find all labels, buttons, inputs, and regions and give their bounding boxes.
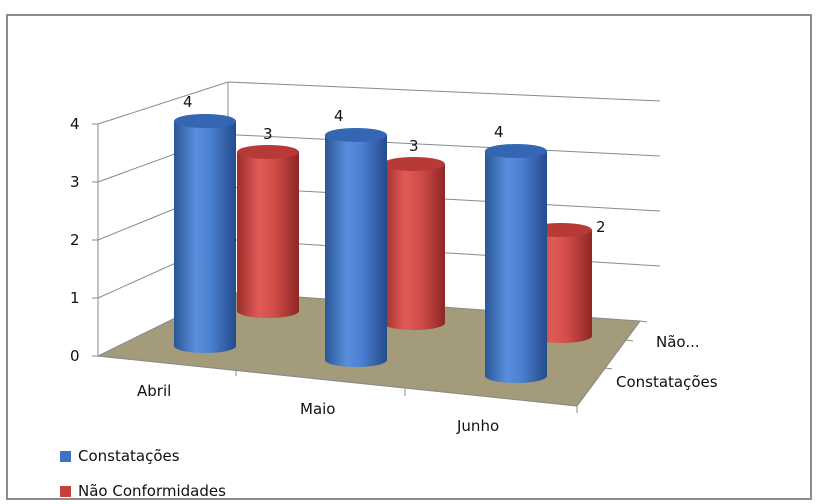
y-tick-label: 0	[70, 347, 80, 365]
cylinder-top	[237, 145, 299, 159]
gridline	[227, 81, 661, 102]
data-label: 4	[494, 123, 504, 141]
legend-label: Constatações	[78, 447, 180, 465]
data-label: 4	[334, 107, 344, 125]
depth-axis: Constatações Não...	[576, 320, 718, 407]
cylinder-top	[174, 114, 236, 128]
depth-axis-label: Não...	[656, 333, 700, 351]
data-labels: 3 3 2 4 4 4	[183, 93, 606, 236]
y-tick-label: 1	[70, 289, 80, 307]
legend-swatch-blue	[60, 450, 71, 462]
legend-swatch-red	[60, 485, 71, 497]
cylinder-top	[383, 157, 445, 171]
depth-axis-label: Constatações	[616, 373, 718, 391]
cylinder-body	[174, 121, 236, 353]
cylinder-top	[485, 144, 547, 158]
x-tick-label: Abril	[137, 382, 171, 400]
side-gridline	[97, 81, 229, 125]
cylinder-bar-blue	[325, 128, 387, 367]
depth-tick	[625, 339, 634, 342]
cylinder-body	[485, 151, 547, 383]
depth-tick	[604, 367, 613, 370]
y-tick-label: 3	[70, 173, 80, 191]
x-axis: Abril Maio Junho	[97, 355, 578, 435]
cylinder-body	[383, 164, 445, 330]
data-label: 4	[183, 93, 193, 111]
x-axis-line	[97, 355, 578, 407]
cylinder-bars	[174, 114, 592, 383]
depth-axis-line	[576, 320, 641, 407]
x-tick-label: Junho	[456, 417, 499, 435]
legend-item-nao-conformidades: Não Conformidades	[60, 482, 226, 500]
cylinder-bar-red	[237, 145, 299, 318]
y-tick-label: 4	[70, 115, 80, 133]
cylinder-top	[325, 128, 387, 142]
gridline	[227, 134, 661, 157]
cylinder-body	[325, 135, 387, 367]
legend-item-constatacoes: Constatações	[60, 447, 180, 465]
data-label: 2	[596, 218, 606, 236]
cylinder-body	[237, 152, 299, 318]
y-axis: 0 1 2 3 4	[70, 115, 99, 365]
x-tick-label: Maio	[300, 400, 335, 418]
cylinder-bar-blue	[174, 114, 236, 353]
data-label: 3	[409, 137, 419, 155]
legend-label: Não Conformidades	[78, 482, 226, 500]
data-label: 3	[263, 125, 273, 143]
depth-tick	[639, 320, 648, 323]
y-tick-label: 2	[70, 231, 80, 249]
cylinder-bar-blue	[485, 144, 547, 383]
cylinder-bar-red	[383, 157, 445, 330]
